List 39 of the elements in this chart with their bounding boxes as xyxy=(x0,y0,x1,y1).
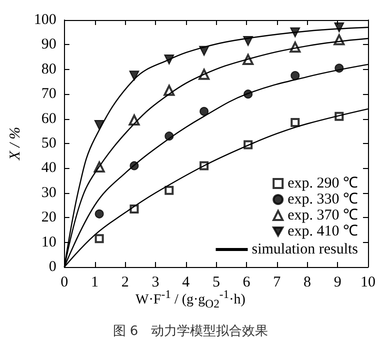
point xyxy=(129,70,140,81)
y-tick-label: 90 xyxy=(41,36,56,53)
x-tick-label: 7 xyxy=(273,274,282,290)
x-tick-label: 6 xyxy=(242,274,251,290)
y-tick-label: 80 xyxy=(41,61,56,78)
y-tick-label: 70 xyxy=(41,86,56,102)
x-tick-label: 9 xyxy=(334,274,342,290)
y-tick-label: 0 xyxy=(48,259,56,275)
x-tick-label: 3 xyxy=(152,274,160,290)
point xyxy=(164,54,174,65)
y-tick-label: 100 xyxy=(34,12,56,28)
point xyxy=(334,22,344,32)
legend-label: exp. 410 ℃ xyxy=(288,224,358,240)
y-axis-title: X / % xyxy=(8,126,24,162)
x-tick-label: 4 xyxy=(182,274,190,290)
caption: 图 6 动力学模型拟合效果 xyxy=(112,323,270,340)
y-tick-label: 50 xyxy=(41,136,56,152)
y-tick-label: 60 xyxy=(41,110,56,127)
legend-label: simulation results xyxy=(252,242,358,258)
x-tick-label: 2 xyxy=(121,274,129,290)
x-tick-label: 0 xyxy=(60,274,68,290)
point xyxy=(290,71,300,80)
legend-label: exp. 330 ℃ xyxy=(288,192,358,208)
y-tick-label: 30 xyxy=(41,184,56,201)
point xyxy=(200,106,209,116)
point xyxy=(290,118,300,128)
point xyxy=(94,234,104,244)
x-tick-label: 5 xyxy=(212,274,220,290)
y-tick-label: 20 xyxy=(41,210,56,226)
x-axis-title: W·F$^{-1}$ / (g·g$_{O2}$$^{-1}$·h) xyxy=(136,288,246,310)
x-tick-label: 8 xyxy=(304,274,312,290)
y-tick-label: 10 xyxy=(41,234,56,250)
point xyxy=(164,186,174,195)
point xyxy=(94,209,104,218)
y-tick-label: 40 xyxy=(41,160,56,176)
x-tick-label: 10 xyxy=(360,274,376,290)
legend-label: exp. 370 ℃ xyxy=(288,208,358,224)
legend-label: exp. 290 ℃ xyxy=(288,176,358,192)
x-tick-label: 1 xyxy=(91,274,99,290)
